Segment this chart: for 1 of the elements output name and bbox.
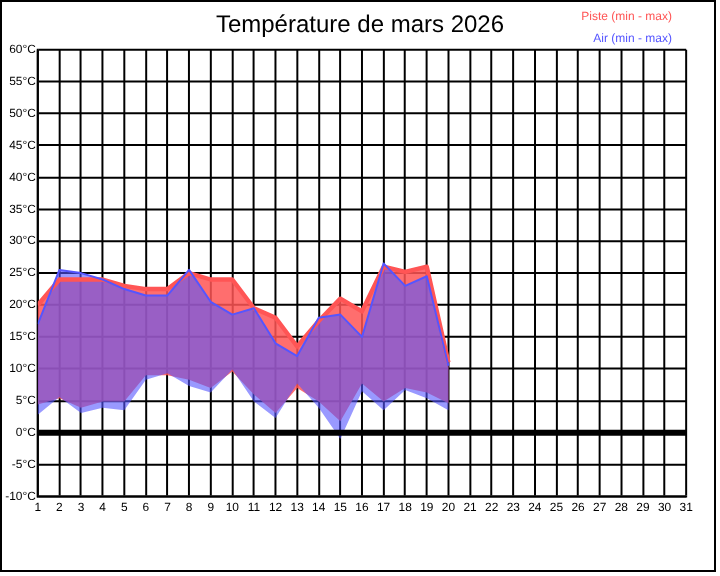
chart-title: Température de mars 2026 <box>215 10 505 38</box>
